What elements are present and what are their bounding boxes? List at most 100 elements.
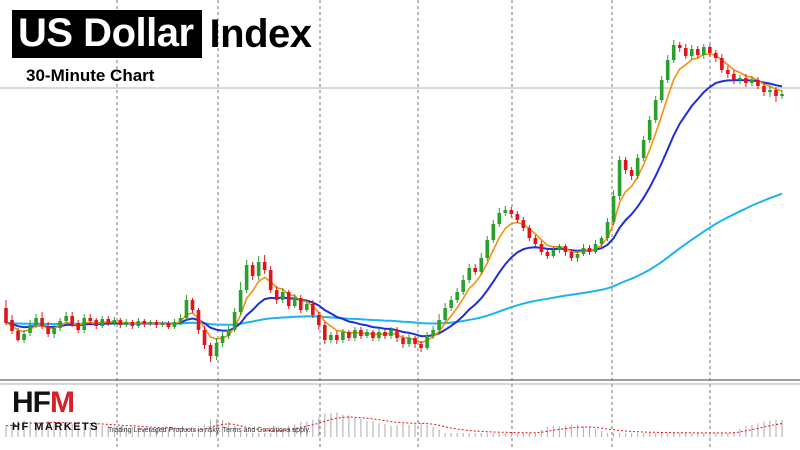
candle: [473, 264, 478, 275]
candle-body: [184, 300, 189, 318]
candle-body: [160, 323, 165, 325]
candle-body: [425, 336, 429, 348]
candle: [762, 83, 766, 96]
candle: [16, 328, 20, 342]
candle-body: [76, 323, 80, 330]
candle-body: [401, 338, 405, 344]
candle-body: [359, 330, 363, 336]
ma-medium-line: [5, 78, 783, 338]
candle: [28, 320, 32, 336]
candle-body: [762, 86, 766, 92]
candle-body: [22, 334, 26, 340]
candle-body: [220, 336, 225, 343]
candle: [407, 334, 411, 347]
candle-body: [353, 330, 357, 338]
candle: [545, 249, 550, 259]
candle: [274, 286, 279, 304]
candle-body: [780, 94, 784, 96]
candle-body: [106, 319, 111, 323]
candle-body: [653, 100, 658, 120]
candle: [750, 76, 754, 86]
candle-body: [226, 330, 231, 336]
candle-body: [738, 78, 742, 80]
candle-body: [695, 49, 700, 55]
candle: [310, 300, 315, 318]
candle: [359, 327, 363, 339]
candle-body: [720, 58, 724, 70]
candle-body: [34, 318, 38, 325]
candle: [286, 290, 291, 309]
candle: [4, 300, 8, 325]
hfm-logo: HF M HF MARKETS: [12, 388, 104, 434]
ma-slow-line: [5, 192, 783, 326]
candle: [437, 314, 441, 333]
candle: [58, 318, 62, 331]
candle: [190, 298, 195, 313]
candle: [341, 329, 345, 343]
candle: [371, 330, 375, 341]
candle-body: [587, 248, 592, 252]
candle-body: [365, 332, 369, 336]
candle-body: [244, 265, 249, 290]
candle-body: [659, 80, 664, 100]
candle-body: [647, 120, 652, 140]
candle-body: [317, 315, 321, 325]
candle: [557, 244, 562, 253]
candle: [581, 244, 586, 256]
candle-body: [4, 308, 8, 323]
candle-body: [467, 268, 471, 280]
candle: [419, 341, 423, 352]
candle-body: [641, 140, 646, 158]
candle-body: [683, 48, 688, 56]
candle-body: [262, 262, 267, 270]
candle-body: [665, 60, 670, 80]
candle-body: [148, 322, 153, 324]
candle-body: [509, 210, 514, 214]
candle-body: [310, 304, 315, 315]
candle: [551, 246, 556, 258]
candle-body: [689, 49, 694, 56]
candle: [389, 327, 393, 339]
candle: [443, 303, 447, 323]
risk-disclaimer: Trading Leveraged Products is risky. Ter…: [108, 427, 311, 434]
candle-body: [377, 332, 381, 338]
candle-body: [124, 322, 129, 325]
title-highlight: US Dollar: [12, 10, 202, 58]
candle-body: [112, 320, 117, 323]
candle: [738, 75, 742, 84]
candle: [280, 288, 285, 303]
logo-wordmark: HF M: [12, 388, 104, 418]
candle-body: [232, 312, 237, 330]
candle-body: [527, 228, 532, 238]
candle-body: [208, 345, 213, 356]
candle-body: [617, 160, 622, 196]
candle: [744, 74, 748, 87]
candle: [106, 316, 111, 326]
candle-body: [575, 254, 580, 258]
candle: [467, 264, 471, 283]
candle: [683, 44, 688, 59]
candle: [780, 90, 784, 99]
candle: [292, 294, 297, 308]
candle: [383, 329, 387, 339]
candle-body: [756, 80, 760, 86]
candle-body: [323, 325, 327, 340]
candle-body: [347, 332, 351, 338]
candle: [497, 208, 502, 227]
candle-body: [94, 320, 99, 326]
candle-body: [16, 331, 20, 340]
candle: [365, 329, 369, 338]
candle: [76, 320, 80, 333]
candle-body: [28, 325, 32, 333]
candle: [298, 295, 303, 313]
candle: [172, 319, 177, 329]
candle: [695, 46, 700, 58]
candle: [491, 220, 496, 243]
candle-body: [335, 335, 339, 340]
logo-word-right: M: [50, 386, 75, 419]
candle-body: [196, 310, 201, 330]
candle-body: [136, 321, 141, 326]
candle: [142, 319, 147, 327]
candle: [659, 76, 664, 103]
